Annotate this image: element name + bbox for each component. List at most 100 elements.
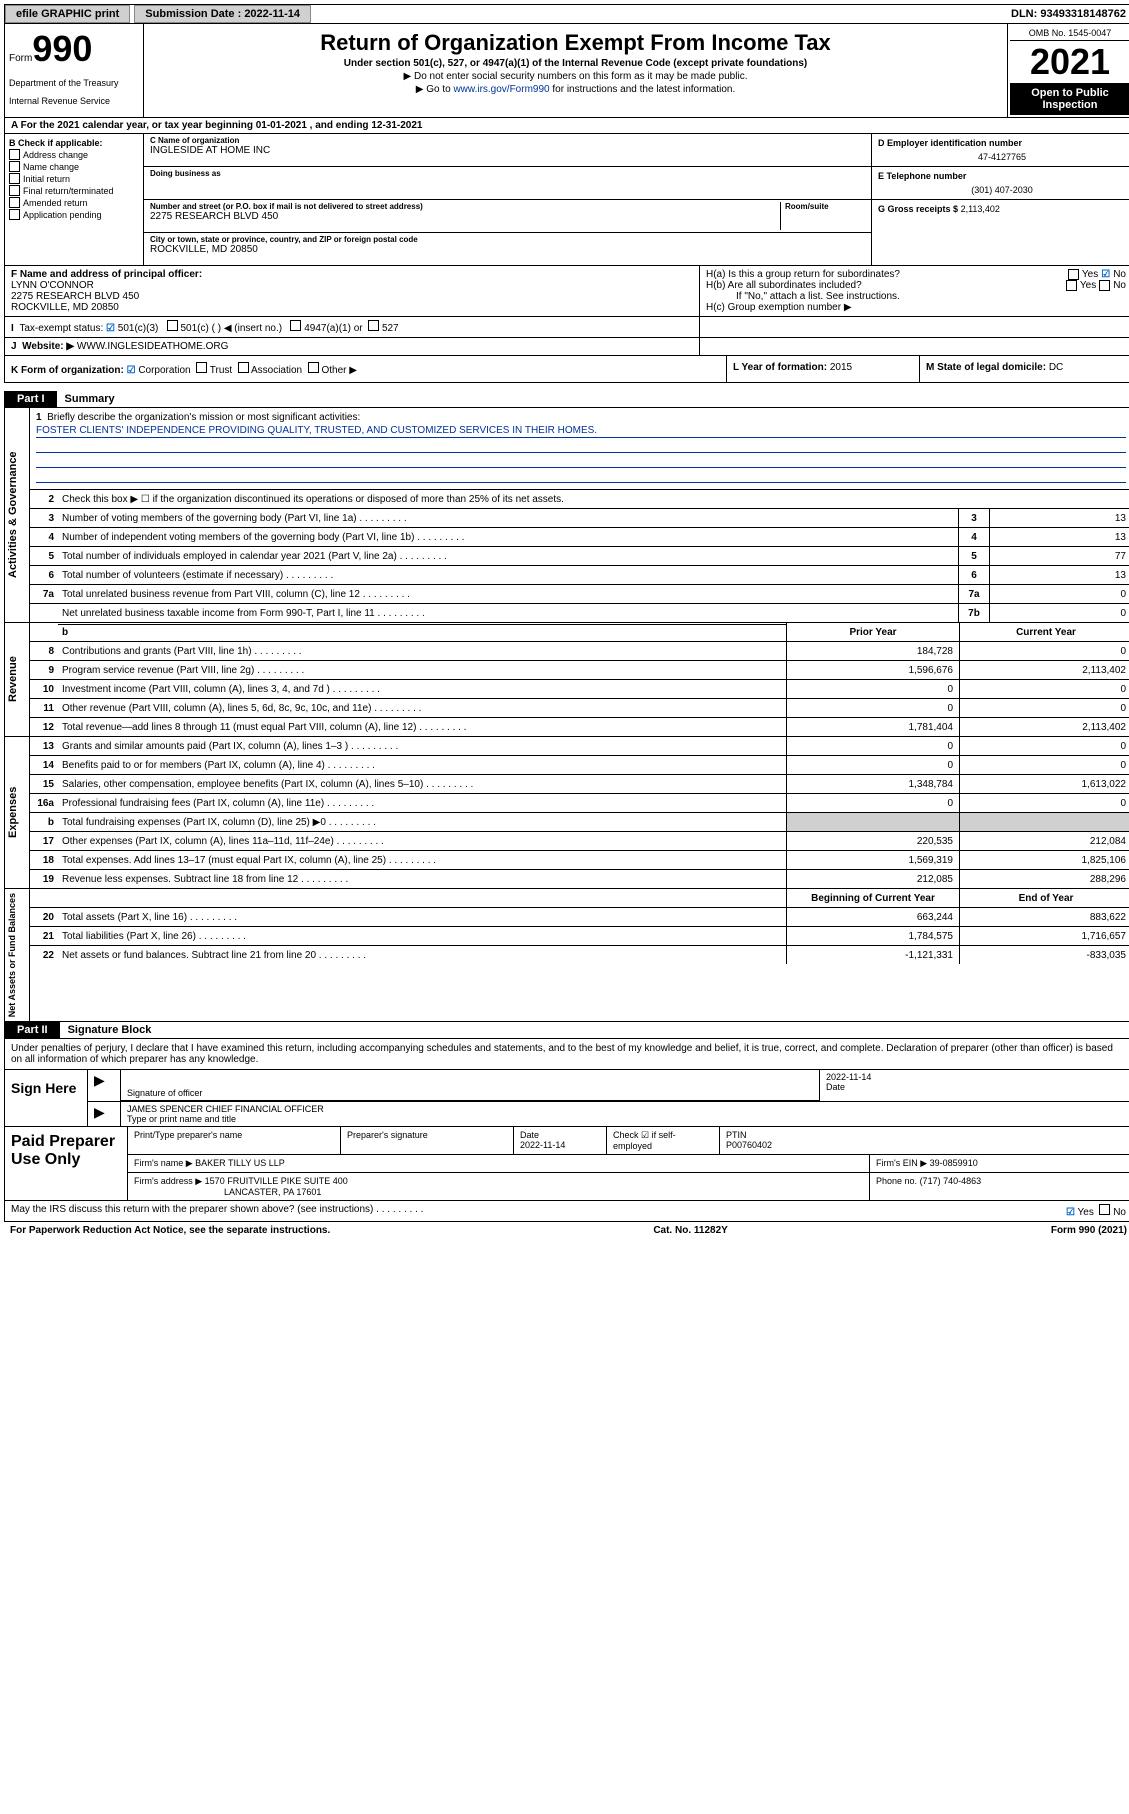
footer: For Paperwork Reduction Act Notice, see …	[4, 1222, 1129, 1239]
officer-name: LYNN O'CONNOR	[11, 280, 94, 291]
form-ref: Form 990 (2021)	[1051, 1225, 1127, 1236]
note-ssn: ▶ Do not enter social security numbers o…	[148, 71, 1003, 82]
summary-line: 4Number of independent voting members of…	[30, 528, 1129, 547]
summary-line: bTotal fundraising expenses (Part IX, co…	[30, 813, 1129, 832]
summary-line: 12Total revenue—add lines 8 through 11 (…	[30, 718, 1129, 736]
street-address: 2275 RESEARCH BLVD 450	[150, 211, 780, 222]
arrow-icon: ▶	[94, 1072, 105, 1088]
gross-receipts: 2,113,402	[961, 204, 1000, 214]
summary-line: 3Number of voting members of the governi…	[30, 509, 1129, 528]
section-c-name-addr: C Name of organization INGLESIDE AT HOME…	[144, 134, 871, 265]
summary-line: 17Other expenses (Part IX, column (A), l…	[30, 832, 1129, 851]
row-i: I Tax-exempt status: ☑ 501(c)(3) 501(c) …	[4, 317, 1129, 338]
header-center: Return of Organization Exempt From Incom…	[144, 24, 1007, 117]
netassets-label: Net Assets or Fund Balances	[5, 889, 30, 1021]
state-domicile: DC	[1049, 362, 1063, 373]
hb-no[interactable]	[1099, 280, 1110, 291]
form-word: Form	[9, 53, 32, 64]
cat-number: Cat. No. 11282Y	[653, 1225, 727, 1236]
row-a-tax-year: A For the 2021 calendar year, or tax yea…	[4, 118, 1129, 134]
check-pending[interactable]	[9, 209, 20, 220]
check-amended[interactable]	[9, 197, 20, 208]
form-header: Form990 Department of the Treasury Inter…	[4, 24, 1129, 118]
principal-officer: F Name and address of principal officer:…	[5, 266, 700, 316]
submission-date-button[interactable]: Submission Date : 2022-11-14	[134, 5, 311, 23]
summary-line: 15Salaries, other compensation, employee…	[30, 775, 1129, 794]
revenue-label: Revenue	[5, 623, 30, 736]
open-to-public: Open to Public Inspection	[1010, 83, 1129, 115]
discuss-no[interactable]	[1099, 1204, 1110, 1215]
paid-preparer-label: Paid Preparer Use Only	[5, 1127, 128, 1200]
firm-name: BAKER TILLY US LLP	[195, 1158, 285, 1168]
prep-date: 2022-11-14	[520, 1140, 565, 1150]
firm-ein: 39-0859910	[930, 1158, 978, 1168]
sign-here-label: Sign Here	[5, 1070, 88, 1126]
part1-header: Part I Summary	[4, 391, 1129, 408]
note-link: ▶ Go to www.irs.gov/Form990 for instruct…	[148, 84, 1003, 95]
paid-preparer-block: Paid Preparer Use Only Print/Type prepar…	[4, 1127, 1129, 1201]
sig-date: 2022-11-14	[826, 1072, 1126, 1082]
check-name[interactable]	[9, 161, 20, 172]
summary-line: 13Grants and similar amounts paid (Part …	[30, 737, 1129, 756]
header-right: OMB No. 1545-0047 2021 Open to Public In…	[1007, 24, 1129, 117]
firm-addr2: LANCASTER, PA 17601	[134, 1187, 321, 1197]
summary-line: 16aProfessional fundraising fees (Part I…	[30, 794, 1129, 813]
section-b-g: B Check if applicable: Address change Na…	[4, 134, 1129, 266]
summary-line: 6Total number of volunteers (estimate if…	[30, 566, 1129, 585]
website-value: WWW.INGLESIDEATHOME.ORG	[77, 341, 228, 352]
firm-addr1: 1570 FRUITVILLE PIKE SUITE 400	[205, 1176, 348, 1186]
summary-line: 10Investment income (Part VIII, column (…	[30, 680, 1129, 699]
summary-line: 14Benefits paid to or for members (Part …	[30, 756, 1129, 775]
summary-line: 20Total assets (Part X, line 16)663,2448…	[30, 908, 1129, 927]
discuss-row: May the IRS discuss this return with the…	[4, 1201, 1129, 1222]
summary-line: 18Total expenses. Add lines 13–17 (must …	[30, 851, 1129, 870]
officer-name-title: JAMES SPENCER CHIEF FINANCIAL OFFICER	[127, 1104, 1126, 1114]
summary-line: 5Total number of individuals employed in…	[30, 547, 1129, 566]
summary-line: 19Revenue less expenses. Subtract line 1…	[30, 870, 1129, 888]
irs-link[interactable]: www.irs.gov/Form990	[453, 84, 549, 95]
summary-line: 11Other revenue (Part VIII, column (A), …	[30, 699, 1129, 718]
firm-phone: (717) 740-4863	[920, 1176, 982, 1186]
org-name: INGLESIDE AT HOME INC	[150, 145, 865, 156]
ptin-value: P00760402	[726, 1140, 772, 1150]
mission-text: FOSTER CLIENTS' INDEPENDENCE PROVIDING Q…	[36, 425, 1126, 438]
checkmark-icon: ☑	[1101, 269, 1110, 280]
ein-value: 47-4127765	[878, 148, 1126, 162]
summary-line: Net unrelated business taxable income fr…	[30, 604, 1129, 622]
form-title: Return of Organization Exempt From Incom…	[148, 30, 1003, 56]
summary-line: 7aTotal unrelated business revenue from …	[30, 585, 1129, 604]
header-left: Form990 Department of the Treasury Inter…	[5, 24, 144, 117]
expenses-section: Expenses 13Grants and similar amounts pa…	[4, 737, 1129, 889]
dln-label: DLN: 93493318148762	[1011, 8, 1129, 20]
check-address[interactable]	[9, 149, 20, 160]
irs-label: Internal Revenue Service	[9, 96, 139, 106]
governance-section: Activities & Governance 1 Briefly descri…	[4, 408, 1129, 623]
check-final[interactable]	[9, 185, 20, 196]
arrow-icon: ▶	[94, 1104, 105, 1120]
row-f-h: F Name and address of principal officer:…	[4, 266, 1129, 317]
year-formation: 2015	[830, 362, 852, 373]
summary-line: 8Contributions and grants (Part VIII, li…	[30, 642, 1129, 661]
section-d-g: D Employer identification number 47-4127…	[871, 134, 1129, 265]
netassets-section: Net Assets or Fund Balances Beginning of…	[4, 889, 1129, 1022]
city-state-zip: ROCKVILLE, MD 20850	[150, 244, 865, 255]
check-initial[interactable]	[9, 173, 20, 184]
summary-line: 9Program service revenue (Part VIII, lin…	[30, 661, 1129, 680]
revenue-section: Revenue b Prior Year Current Year 8Contr…	[4, 623, 1129, 737]
omb-number: OMB No. 1545-0047	[1010, 26, 1129, 41]
efile-button[interactable]: efile GRAPHIC print	[5, 5, 130, 23]
row-k: K Form of organization: ☑ Corporation Tr…	[4, 356, 1129, 383]
hb-yes[interactable]	[1066, 280, 1077, 291]
expenses-label: Expenses	[5, 737, 30, 888]
ha-yes[interactable]	[1068, 269, 1079, 280]
form-subtitle: Under section 501(c), 527, or 4947(a)(1)…	[148, 58, 1003, 69]
declaration-text: Under penalties of perjury, I declare th…	[4, 1039, 1129, 1070]
sign-here-block: Sign Here ▶ Signature of officer 2022-11…	[4, 1070, 1129, 1127]
form-number: 990	[32, 28, 92, 69]
part2-header: Part II Signature Block	[4, 1022, 1129, 1039]
row-j: J Website: ▶ WWW.INGLESIDEATHOME.ORG	[4, 338, 1129, 356]
tax-year: 2021	[1010, 41, 1129, 83]
summary-line: 21Total liabilities (Part X, line 26)1,7…	[30, 927, 1129, 946]
governance-label: Activities & Governance	[5, 408, 30, 622]
section-b-checks: B Check if applicable: Address change Na…	[5, 134, 144, 265]
